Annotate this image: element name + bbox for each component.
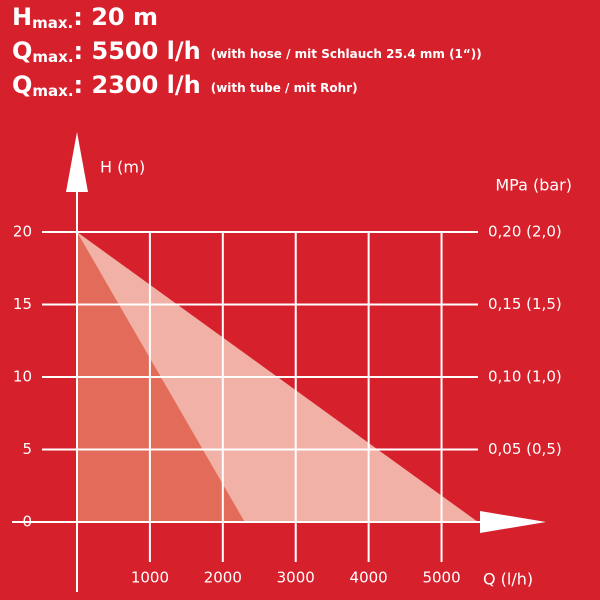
x-tick-label: 1000 xyxy=(131,569,169,587)
y-tick-label: 15 xyxy=(13,295,32,313)
y2-tick-label: 0,10 (1,0) xyxy=(488,368,562,386)
header-note: (with hose / mit Schlauch 25.4 mm (1“)) xyxy=(211,47,482,61)
header-line: Qmax.: 2300 l/h (with tube / mit Rohr) xyxy=(12,71,358,100)
header-value: : 20 m xyxy=(73,3,158,31)
header-line: Hmax.: 20 m xyxy=(12,3,158,32)
header-subscript: max. xyxy=(32,48,73,66)
x-tick-label: 5000 xyxy=(422,569,460,587)
header-line: Qmax.: 5500 l/h (with hose / mit Schlauch… xyxy=(12,37,482,66)
header-value: : 2300 l/h xyxy=(74,71,201,99)
x-tick-label: 2000 xyxy=(204,569,242,587)
y2-axis-label: MPa (bar) xyxy=(495,176,572,195)
header-note: (with tube / mit Rohr) xyxy=(211,81,358,95)
header-subscript: max. xyxy=(32,14,73,32)
x-tick-label: 4000 xyxy=(350,569,388,587)
y-axis-label: H (m) xyxy=(100,158,145,177)
header-symbol: H xyxy=(12,3,32,31)
y-tick-label: 20 xyxy=(13,223,32,241)
y2-tick-label: 0,05 (0,5) xyxy=(488,440,562,458)
x-tick-label: 3000 xyxy=(277,569,315,587)
y-axis-arrow xyxy=(66,132,88,192)
y-tick-label: 10 xyxy=(13,368,32,386)
x-axis-arrow xyxy=(480,511,546,533)
header-subscript: max. xyxy=(32,82,73,100)
header-symbol: Q xyxy=(12,37,32,65)
y-tick-label: 5 xyxy=(22,440,32,458)
header-symbol: Q xyxy=(12,71,32,99)
y2-tick-label: 0,15 (1,5) xyxy=(488,295,562,313)
y2-tick-label: 0,20 (2,0) xyxy=(488,223,562,241)
x-axis-label: Q (l/h) xyxy=(483,570,533,589)
header-value: : 5500 l/h xyxy=(74,37,201,65)
